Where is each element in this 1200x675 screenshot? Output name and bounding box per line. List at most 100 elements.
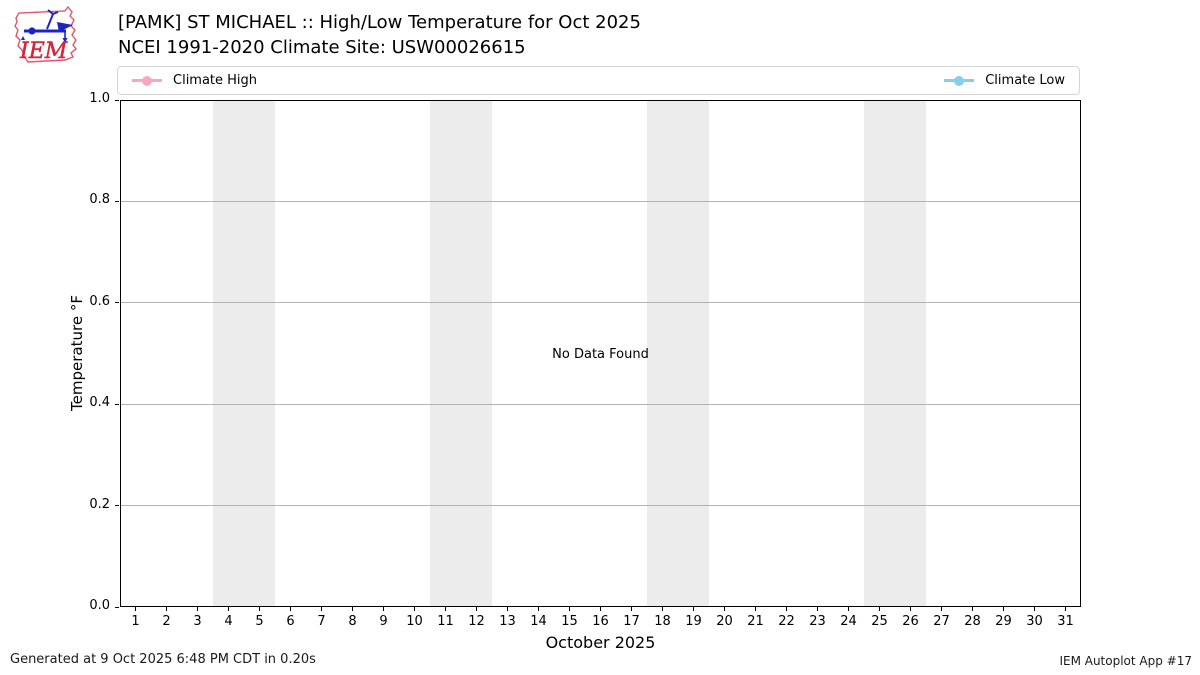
- legend-item-climate-low: Climate Low: [944, 73, 1065, 88]
- x-tick-mark: [352, 607, 353, 611]
- weekend-shading-band: [213, 100, 275, 607]
- legend: Climate High Climate Low: [117, 66, 1080, 95]
- legend-label-climate-low: Climate Low: [985, 73, 1065, 88]
- x-tick-label: 1: [131, 614, 140, 629]
- x-tick-label: 19: [685, 614, 702, 629]
- x-tick-mark: [321, 607, 322, 611]
- x-tick-mark: [383, 607, 384, 611]
- y-tick-mark: [115, 200, 119, 202]
- x-tick-mark: [569, 607, 570, 611]
- legend-item-climate-high: Climate High: [132, 73, 257, 88]
- x-tick-label: 22: [778, 614, 795, 629]
- x-tick-label: 13: [499, 614, 516, 629]
- weather-vane-icon: [21, 9, 73, 43]
- x-tick-label: 15: [561, 614, 578, 629]
- x-tick-mark: [1034, 607, 1035, 611]
- y-tick-mark: [115, 403, 119, 405]
- iowa-outline-icon: [14, 5, 77, 63]
- x-tick-label: 8: [348, 614, 357, 629]
- weekend-shading-band: [864, 100, 926, 607]
- x-tick-mark: [817, 607, 818, 611]
- x-tick-mark: [693, 607, 694, 611]
- climate-high-marker-icon: [132, 76, 162, 86]
- y-tick-mark: [115, 606, 119, 608]
- x-tick-mark: [197, 607, 198, 611]
- chart-title: [PAMK] ST MICHAEL :: High/Low Temperatur…: [118, 12, 641, 33]
- x-tick-label: 10: [406, 614, 423, 629]
- x-tick-mark: [910, 607, 911, 611]
- x-tick-label: 14: [530, 614, 547, 629]
- chart-subtitle: NCEI 1991-2020 Climate Site: USW00026615: [118, 37, 526, 58]
- y-tick-label: 0.6: [89, 293, 110, 309]
- x-tick-mark: [166, 607, 167, 611]
- x-tick-mark: [600, 607, 601, 611]
- x-tick-mark: [972, 607, 973, 611]
- y-tick-label: 1.0: [89, 91, 110, 106]
- x-tick-label: 9: [379, 614, 388, 629]
- y-tick-mark: [115, 302, 119, 304]
- x-tick-mark: [786, 607, 787, 611]
- x-tick-label: 5: [255, 614, 264, 629]
- x-tick-mark: [1065, 607, 1066, 611]
- y-tick-label: 0.2: [89, 496, 110, 512]
- y-tick-mark: [115, 505, 119, 507]
- y-gridline: [120, 302, 1081, 304]
- y-gridline: [120, 505, 1081, 507]
- x-tick-mark: [755, 607, 756, 611]
- x-tick-mark: [848, 607, 849, 611]
- x-tick-mark: [445, 607, 446, 611]
- x-tick-label: 28: [964, 614, 981, 629]
- y-tick-label: 0.0: [89, 598, 110, 613]
- iem-logo: IEM: [14, 5, 77, 64]
- x-tick-mark: [724, 607, 725, 611]
- x-tick-label: 26: [902, 614, 919, 629]
- no-data-annotation: No Data Found: [552, 347, 649, 362]
- x-tick-label: 21: [747, 614, 764, 629]
- x-tick-mark: [476, 607, 477, 611]
- x-tick-label: 29: [995, 614, 1012, 629]
- x-tick-label: 12: [468, 614, 485, 629]
- x-tick-label: 4: [224, 614, 233, 629]
- x-tick-mark: [662, 607, 663, 611]
- x-tick-label: 18: [654, 614, 671, 629]
- x-tick-mark: [414, 607, 415, 611]
- y-axis-label: Temperature °F: [68, 295, 86, 411]
- x-tick-label: 24: [840, 614, 857, 629]
- logo-text: IEM: [19, 39, 68, 64]
- x-tick-label: 6: [286, 614, 295, 629]
- x-tick-mark: [1003, 607, 1004, 611]
- x-tick-label: 27: [933, 614, 950, 629]
- x-axis-label: October 2025: [545, 633, 656, 652]
- x-tick-label: 2: [162, 614, 171, 629]
- x-tick-mark: [941, 607, 942, 611]
- generated-timestamp: Generated at 9 Oct 2025 6:48 PM CDT in 0…: [10, 652, 316, 667]
- x-tick-mark: [631, 607, 632, 611]
- x-tick-label: 25: [871, 614, 888, 629]
- y-tick-mark: [115, 99, 119, 101]
- x-tick-label: 11: [437, 614, 454, 629]
- x-tick-label: 30: [1026, 614, 1043, 629]
- x-tick-mark: [507, 607, 508, 611]
- x-tick-mark: [290, 607, 291, 611]
- x-tick-label: 7: [317, 614, 326, 629]
- x-tick-mark: [538, 607, 539, 611]
- app-credit: IEM Autoplot App #17: [1059, 654, 1192, 668]
- y-gridline: [120, 200, 1081, 202]
- x-tick-label: 23: [809, 614, 826, 629]
- y-gridline: [120, 403, 1081, 405]
- climate-low-marker-icon: [944, 76, 975, 86]
- x-tick-mark: [135, 607, 136, 611]
- weekend-shading-band: [430, 100, 492, 607]
- legend-label-climate-high: Climate High: [173, 73, 258, 88]
- x-tick-label: 16: [592, 614, 609, 629]
- plot-frame: [120, 100, 1081, 607]
- y-tick-label: 0.8: [89, 192, 110, 208]
- x-tick-label: 31: [1057, 614, 1074, 629]
- y-tick-label: 0.4: [89, 395, 110, 411]
- x-tick-label: 3: [193, 614, 202, 629]
- x-tick-label: 20: [716, 614, 733, 629]
- title-block: [PAMK] ST MICHAEL :: High/Low Temperatur…: [118, 10, 641, 60]
- x-tick-label: 17: [623, 614, 640, 629]
- x-tick-mark: [259, 607, 260, 611]
